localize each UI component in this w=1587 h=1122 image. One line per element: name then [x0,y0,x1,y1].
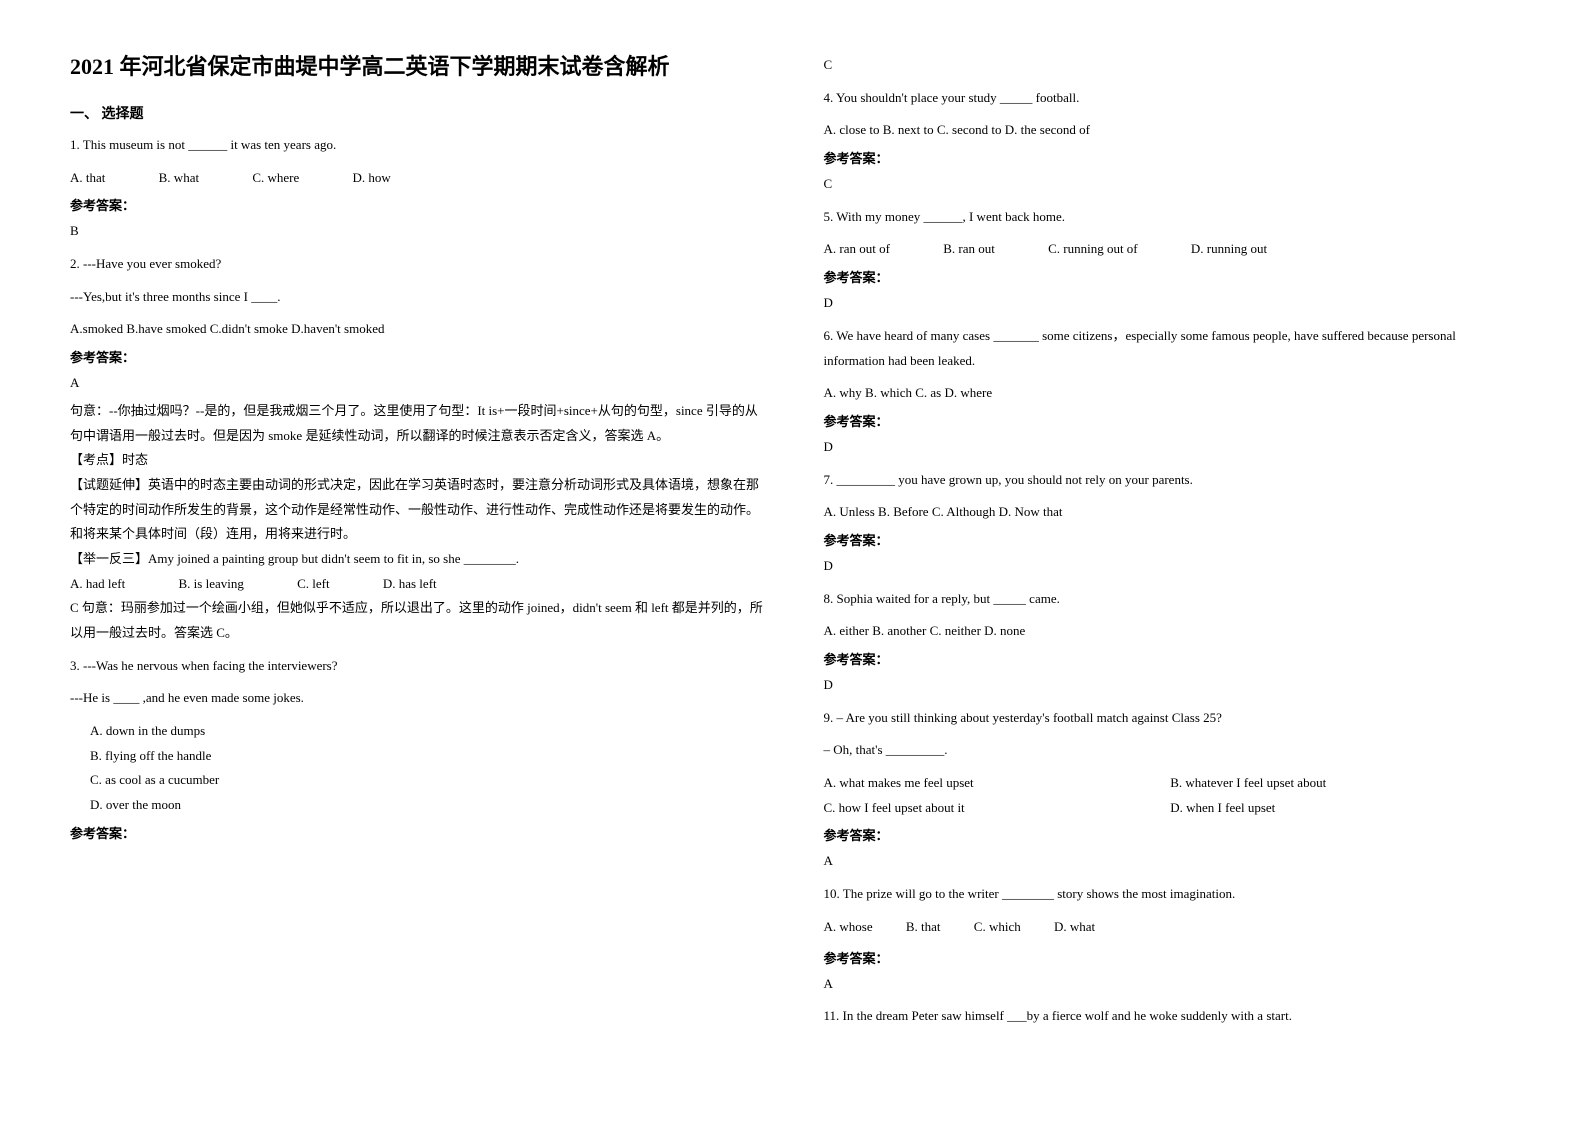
question-2-line1: 2. ---Have you ever smoked? [70,252,764,277]
question-3-line1: 3. ---Was he nervous when facing the int… [70,654,764,679]
question-7-answer: D [824,554,1518,579]
answer-label: 参考答案： [824,148,1518,167]
question-8: 8. Sophia waited for a reply, but _____ … [824,587,1518,612]
question-10: 10. The prize will go to the writer ____… [824,882,1518,907]
option-a: A. had left [70,572,125,597]
question-5: 5. With my money ______, I went back hom… [824,205,1518,230]
option-a: A. that [70,166,105,191]
answer-label: 参考答案： [824,411,1518,430]
right-column: C 4. You shouldn't place your study ____… [794,50,1548,1072]
question-6: 6. We have heard of many cases _______ s… [824,324,1518,373]
question-6-options: A. why B. which C. as D. where [824,381,1518,406]
question-9-answer: A [824,849,1518,874]
option-b: B. ran out [943,237,995,262]
page-title: 2021 年河北省保定市曲堤中学高二英语下学期期末试卷含解析 [70,50,764,83]
question-4-answer: C [824,172,1518,197]
explanation: 【试题延伸】英语中的时态主要由动词的形式决定，因此在学习英语时态时，要注意分析动… [70,473,764,547]
option-c: C. how I feel upset about it [824,796,1171,821]
question-2-options: A.smoked B.have smoked C.didn't smoke D.… [70,317,764,342]
option-d: D. has left [383,572,437,597]
explanation: 【考点】时态 [70,448,764,473]
option-a: A. what makes me feel upset [824,771,1171,796]
answer-label: 参考答案： [824,267,1518,286]
option-d: D. what [1054,915,1095,940]
answer-label: 参考答案： [824,948,1518,967]
question-6-answer: D [824,435,1518,460]
question-2-answer: A [70,371,764,396]
question-5-answer: D [824,291,1518,316]
option-c: C. where [252,166,299,191]
example-options: A. had left B. is leaving C. left D. has… [70,572,764,597]
option-d: D. over the moon [90,793,764,818]
question-3-options: A. down in the dumps B. flying off the h… [70,719,764,818]
question-5-options: A. ran out of B. ran out C. running out … [824,237,1518,262]
question-10-answer: A [824,972,1518,997]
question-7: 7. _________ you have grown up, you shou… [824,468,1518,493]
option-b: B. is leaving [178,572,243,597]
option-a: A. ran out of [824,237,890,262]
answer-label: 参考答案： [70,195,764,214]
question-9-line2: – Oh, that's _________. [824,738,1518,763]
option-c: C. left [297,572,330,597]
question-8-options: A. either B. another C. neither D. none [824,619,1518,644]
question-3-answer: C [824,53,1518,78]
answer-label: 参考答案： [70,347,764,366]
option-d: D. how [353,166,391,191]
question-1-options: A. that B. what C. where D. how [70,166,764,191]
question-1-answer: B [70,219,764,244]
answer-label: 参考答案： [824,825,1518,844]
question-1: 1. This museum is not ______ it was ten … [70,133,764,158]
question-4: 4. You shouldn't place your study _____ … [824,86,1518,111]
section-heading: 一、 选择题 [70,103,764,123]
option-c: C. which [974,915,1021,940]
question-3-line2: ---He is ____ ,and he even made some jok… [70,686,764,711]
question-9-line1: 9. – Are you still thinking about yester… [824,706,1518,731]
answer-label: 参考答案： [824,649,1518,668]
question-7-options: A. Unless B. Before C. Although D. Now t… [824,500,1518,525]
left-column: 2021 年河北省保定市曲堤中学高二英语下学期期末试卷含解析 一、 选择题 1.… [40,50,794,1072]
option-a: A. down in the dumps [90,719,764,744]
answer-label: 参考答案： [824,530,1518,549]
question-2-line2: ---Yes,but it's three months since I ___… [70,285,764,310]
option-b: B. that [906,915,941,940]
question-8-answer: D [824,673,1518,698]
option-c: C. as cool as a cucumber [90,768,764,793]
option-c: C. running out of [1048,237,1138,262]
answer-label: 参考答案： [70,823,764,842]
explanation: 【举一反三】Amy joined a painting group but di… [70,547,764,572]
explanation: 句意：--你抽过烟吗？--是的，但是我戒烟三个月了。这里使用了句型：It is+… [70,399,764,448]
question-4-options: A. close to B. next to C. second to D. t… [824,118,1518,143]
option-d: D. running out [1191,237,1267,262]
question-10-options: A. whose B. that C. which D. what [824,915,1518,940]
option-b: B. flying off the handle [90,744,764,769]
option-a: A. whose [824,915,873,940]
explanation: C 句意：玛丽参加过一个绘画小组，但她似乎不适应，所以退出了。这里的动作 joi… [70,596,764,645]
option-b: B. whatever I feel upset about [1170,771,1517,796]
option-b: B. what [159,166,199,191]
question-11: 11. In the dream Peter saw himself ___by… [824,1004,1518,1029]
option-d: D. when I feel upset [1170,796,1517,821]
question-9-options: A. what makes me feel upset B. whatever … [824,771,1518,820]
